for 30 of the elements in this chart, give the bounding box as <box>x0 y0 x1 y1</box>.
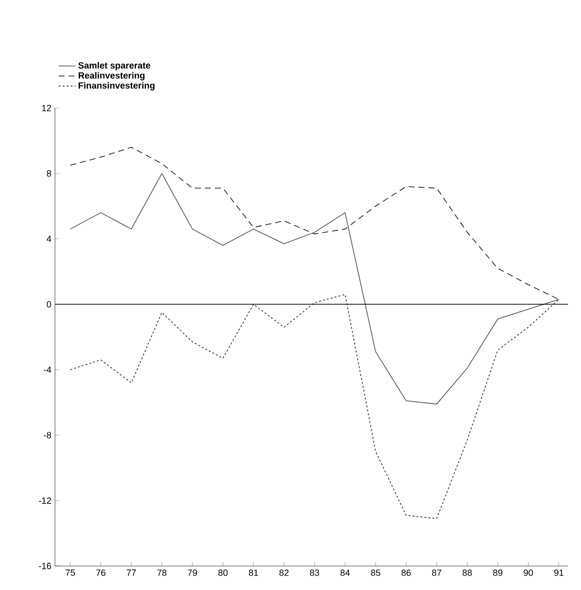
x-tick-label: 88 <box>462 570 472 576</box>
x-tick-label: 89 <box>493 570 502 576</box>
x-tick-label: 83 <box>310 570 320 576</box>
x-tick-label: 86 <box>402 570 411 576</box>
x-tick-label: 85 <box>371 570 380 576</box>
x-tick-label: 87 <box>432 570 442 576</box>
y-tick-label: 12 <box>42 104 52 112</box>
x-tick-label: 90 <box>524 570 533 576</box>
y-tick-label: 4 <box>46 236 52 242</box>
y-tick-label: -8 <box>44 432 52 438</box>
x-tick-label: 77 <box>126 570 136 576</box>
legend-label: Realinvestering <box>78 72 144 80</box>
x-tick-label: 81 <box>248 570 258 576</box>
y-tick-label: -4 <box>44 366 52 373</box>
y-tick-label: -12 <box>38 497 52 504</box>
x-tick-label: 76 <box>96 570 106 576</box>
x-tick-label: 80 <box>218 570 228 576</box>
x-tick-label: 75 <box>66 570 75 576</box>
line-series <box>70 294 560 519</box>
y-tick-label: -16 <box>38 562 52 570</box>
legend-label: Samlet sparerate <box>78 62 150 70</box>
x-tick-label: 91 <box>554 570 564 576</box>
x-tick-label: 84 <box>340 570 350 576</box>
x-tick-label: 78 <box>157 570 166 576</box>
y-tick-label: 0 <box>46 301 52 308</box>
legend-label: Finansinvestering <box>78 82 154 90</box>
y-tick-label: 8 <box>46 170 52 177</box>
x-tick-label: 79 <box>188 570 197 576</box>
x-tick-label: 82 <box>279 570 289 576</box>
line-series <box>70 146 560 300</box>
